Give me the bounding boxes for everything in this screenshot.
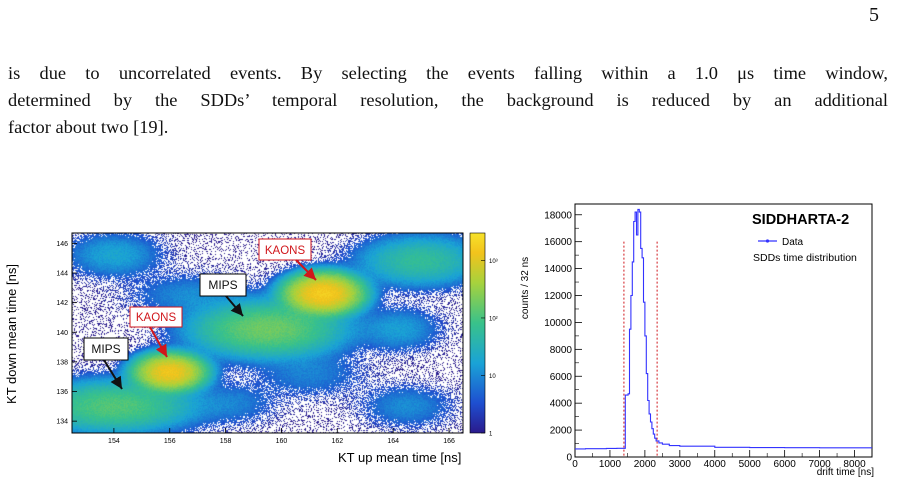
text-line-2: determined by the SDDs’ temporal resolut… — [8, 90, 888, 110]
heatmap-x-tick-label: 160 — [276, 438, 288, 445]
heatmap-y-tick-label: 140 — [56, 330, 68, 337]
histogram-y-tick-label: 0 — [566, 453, 572, 464]
histogram-x-tick-label: 1000 — [599, 459, 622, 470]
annotation-kaons-1: KAONS — [129, 306, 183, 358]
heatmap-figure: 154 156 158 160 162 164 166 134 136 138 140 142 144… — [0, 224, 500, 482]
histogram-frame — [574, 203, 873, 458]
colorbar-ticks: 1 10 10² 10³ — [481, 259, 498, 438]
histogram-x-ticks: 0 1000 2000 3000 4000 5000 6000 7000 8000 — [572, 450, 866, 470]
histogram-x-tick-label: 4000 — [704, 459, 727, 470]
histogram-xlabel: drift time [ns] — [817, 467, 874, 478]
histogram-x-tick-label: 3000 — [669, 459, 692, 470]
heatmap-x-tick-label: 154 — [108, 438, 120, 445]
heatmap-frame — [71, 232, 464, 434]
histogram-y-ticks: 0 2000 4000 6000 8000 10000 12000 14000 16000 180… — [544, 210, 582, 464]
legend-marker — [765, 239, 770, 243]
histogram-x-tick-label: 0 — [572, 459, 578, 470]
heatmap-y-tick-label: 134 — [56, 419, 68, 426]
histogram-y-tick-label: 6000 — [550, 372, 573, 383]
histogram-x-tick-label: 7000 — [808, 459, 831, 470]
heatmap-y-tick-label: 138 — [56, 359, 68, 366]
colorbar-tick-label: 1 — [489, 432, 493, 438]
annotation-mips-2: MIPS — [199, 273, 247, 317]
heatmap-x-tick-label: 156 — [164, 438, 176, 445]
legend-title: SIDDHARTA-2 — [752, 212, 849, 228]
heatmap-image — [72, 233, 463, 433]
legend-note: SDDs time distribution — [753, 252, 857, 264]
histogram-y-tick-label: 12000 — [544, 291, 572, 302]
heatmap-x-tick-label: 162 — [331, 438, 343, 445]
legend-entry: Data — [782, 237, 804, 248]
heatmap-y-tick-label: 136 — [56, 389, 68, 396]
heatmap-x-tick-label: 164 — [387, 438, 399, 445]
annotation-mips-2-label: MIPS — [208, 278, 237, 292]
histogram-y-tick-label: 2000 — [550, 426, 573, 437]
colorbar-tick-label: 10 — [489, 374, 496, 380]
heatmap-y-tick-label: 146 — [56, 241, 68, 248]
histogram-y-tick-label: 16000 — [544, 237, 572, 248]
histogram-legend: SIDDHARTA-2 Data SDDs time distribution — [752, 212, 857, 264]
heatmap-y-ticks: 134 136 138 140 142 144 146 — [56, 241, 77, 426]
annotation-kaons-2-label: KAONS — [265, 245, 306, 257]
annotation-mips-1: MIPS — [83, 337, 129, 390]
heatmap-xlabel: KT up mean time [ns] — [338, 450, 461, 465]
heatmap-ylabel: KT down mean time [ns] — [4, 264, 19, 404]
heatmap-x-tick-label: 158 — [220, 438, 232, 445]
page-number: 5 — [869, 4, 879, 26]
heatmap-x-ticks: 154 156 158 160 162 164 166 — [108, 428, 455, 445]
annotation-kaons-2: KAONS — [258, 238, 317, 281]
annotation-kaons-1-label: KAONS — [136, 312, 177, 324]
histogram-y-tick-label: 8000 — [550, 345, 573, 356]
histogram-figure: 0 1000 2000 3000 4000 5000 6000 7000 8000 0 2000 4… — [506, 190, 901, 482]
heatmap-x-tick-label: 166 — [443, 438, 455, 445]
histogram-ylabel: counts / 32 ns — [520, 257, 531, 319]
histogram-series-data — [575, 208, 872, 450]
text-line-1: is due to uncorrelated events. By select… — [8, 63, 888, 83]
histogram-svg: 0 1000 2000 3000 4000 5000 6000 7000 8000 0 2000 4… — [520, 203, 874, 478]
colorbar-tick-label: 10² — [489, 316, 498, 322]
histogram-x-tick-label: 5000 — [739, 459, 762, 470]
heatmap-y-tick-label: 144 — [56, 271, 68, 278]
heatmap-y-tick-label: 142 — [56, 300, 68, 307]
annotation-mips-1-label: MIPS — [91, 342, 120, 356]
text-line-3: factor about two [19]. — [8, 117, 169, 137]
histogram-y-tick-label: 4000 — [550, 399, 573, 410]
histogram-y-tick-label: 10000 — [544, 318, 572, 329]
histogram-x-tick-label: 2000 — [634, 459, 657, 470]
histogram-x-tick-label: 8000 — [843, 459, 866, 470]
histogram-x-tick-label: 6000 — [774, 459, 797, 470]
histogram-y-tick-label: 18000 — [544, 210, 572, 221]
colorbar-tick-label: 10³ — [489, 259, 498, 265]
histogram-y-tick-label: 14000 — [544, 264, 572, 275]
body-paragraph: is due to uncorrelated events. By select… — [8, 60, 888, 141]
colorbar — [469, 232, 486, 434]
heatmap-svg: 154 156 158 160 162 164 166 134 136 138 140 142 144… — [4, 232, 498, 465]
